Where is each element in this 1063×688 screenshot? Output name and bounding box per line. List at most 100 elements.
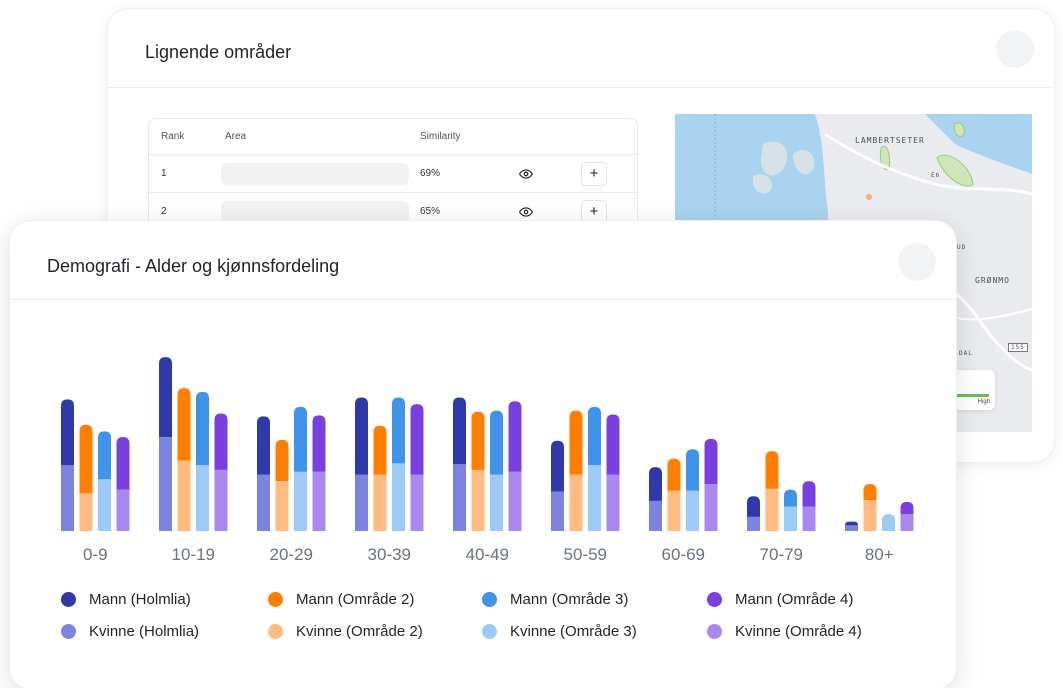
- bar-80+-kvinne-område-4-[interactable]: [900, 514, 914, 531]
- bar-60-69-mann-område-3-[interactable]: [686, 449, 699, 491]
- bar-40-49-mann-område-4-[interactable]: [508, 401, 522, 472]
- bar-10-19-kvinne-holmlia-[interactable]: [159, 437, 172, 531]
- legend-item[interactable]: Kvinne (Område 4): [707, 623, 862, 640]
- similar-areas-header: Lignende områder: [108, 9, 1054, 88]
- bar-40-49-mann-område-2-[interactable]: [471, 411, 485, 470]
- bar-20-29-mann-holmlia-[interactable]: [257, 416, 270, 475]
- bar-60-69-mann-område-2-[interactable]: [667, 458, 681, 491]
- bar-10-19-kvinne-område-2-[interactable]: [177, 460, 191, 532]
- legend-dot-icon: [268, 592, 283, 607]
- bar-30-39-mann-område-2-[interactable]: [373, 425, 387, 475]
- bar-40-49-kvinne-område-3-[interactable]: [490, 474, 503, 531]
- legend-label: Mann (Område 2): [296, 591, 415, 608]
- bar-50-59-mann-område-2-[interactable]: [569, 410, 583, 475]
- bar-50-59-kvinne-område-2-[interactable]: [569, 474, 583, 531]
- legend-item[interactable]: Mann (Område 2): [268, 591, 414, 608]
- bar-0-9-mann-område-2-[interactable]: [79, 424, 93, 494]
- bar-40-49-kvinne-holmlia-[interactable]: [453, 464, 466, 531]
- bar-80+-mann-holmlia-[interactable]: [845, 521, 858, 526]
- bar-30-39-kvinne-område-3-[interactable]: [392, 463, 405, 531]
- bar-10-19-mann-område-2-[interactable]: [177, 388, 191, 461]
- bar-10-19-kvinne-område-4-[interactable]: [214, 469, 228, 531]
- bar-10-19-kvinne-område-3-[interactable]: [196, 465, 209, 531]
- legend-label: Kvinne (Holmlia): [89, 623, 200, 640]
- bar-60-69-mann-holmlia-[interactable]: [649, 467, 662, 501]
- bar-60-69-kvinne-holmlia-[interactable]: [649, 500, 662, 531]
- map-label-road-155: 155: [1008, 343, 1028, 352]
- area-placeholder: [221, 201, 409, 223]
- age-gender-bar-chart: 0-9 10-19 20-29 30-39 40-49 50-59 60-69 70-79 80…: [61, 357, 914, 564]
- bar-70-79-mann-område-2-[interactable]: [765, 451, 779, 489]
- bar-30-39-mann-holmlia-[interactable]: [355, 397, 368, 475]
- bar-0-9-mann-holmlia-[interactable]: [61, 399, 74, 466]
- bar-0-9-kvinne-område-2-[interactable]: [79, 493, 93, 531]
- bar-80+-kvinne-område-3-[interactable]: [882, 514, 895, 531]
- bar-70-79-kvinne-område-2-[interactable]: [765, 488, 779, 531]
- bar-0-9-kvinne-område-3-[interactable]: [98, 479, 111, 531]
- legend-dot-icon: [707, 592, 722, 607]
- bar-50-59-kvinne-holmlia-[interactable]: [551, 491, 564, 531]
- legend-item[interactable]: Kvinne (Område 3): [482, 623, 637, 640]
- bar-50-59-mann-holmlia-[interactable]: [551, 440, 564, 492]
- similar-areas-menu-button[interactable]: [996, 30, 1034, 68]
- bar-80+-mann-område-4-[interactable]: [900, 501, 914, 515]
- bar-80+-kvinne-holmlia-[interactable]: [845, 525, 858, 531]
- bar-30-39-kvinne-område-2-[interactable]: [373, 474, 387, 531]
- bar-70-79-kvinne-holmlia-[interactable]: [747, 516, 760, 531]
- bar-50-59-mann-område-4-[interactable]: [606, 414, 620, 475]
- bar-30-39-kvinne-holmlia-[interactable]: [355, 474, 368, 531]
- row-similarity: 69%: [420, 168, 441, 179]
- bar-80+-mann-område-2-[interactable]: [863, 484, 877, 500]
- bar-0-9-mann-område-4-[interactable]: [116, 437, 130, 490]
- bar-60-69-kvinne-område-4-[interactable]: [704, 484, 718, 531]
- bar-40-49-kvinne-område-2-[interactable]: [471, 469, 485, 531]
- bar-20-29-kvinne-område-4-[interactable]: [312, 471, 326, 531]
- bar-40-49-mann-holmlia-[interactable]: [453, 397, 466, 465]
- bar-0-9-kvinne-område-4-[interactable]: [116, 489, 130, 531]
- legend-item[interactable]: Mann (Område 3): [482, 591, 628, 608]
- bar-50-59-kvinne-område-3-[interactable]: [588, 465, 601, 531]
- eye-icon[interactable]: [519, 167, 533, 181]
- legend-item[interactable]: Kvinne (Område 2): [268, 623, 423, 640]
- map-label-ud: UD: [957, 244, 967, 251]
- legend-item[interactable]: Mann (Område 4): [707, 591, 853, 608]
- bar-30-39-kvinne-område-4-[interactable]: [410, 474, 424, 531]
- bar-70-79-kvinne-område-4-[interactable]: [802, 506, 816, 531]
- bar-50-59-mann-område-3-[interactable]: [588, 406, 601, 466]
- bar-70-79-mann-område-4-[interactable]: [802, 481, 816, 507]
- bar-0-9-kvinne-holmlia-[interactable]: [61, 465, 74, 531]
- bar-70-79-kvinne-område-3-[interactable]: [784, 506, 797, 531]
- bar-60-69-mann-område-4-[interactable]: [704, 438, 718, 484]
- bar-30-39-mann-område-3-[interactable]: [392, 397, 405, 464]
- bar-10-19-mann-holmlia-[interactable]: [159, 357, 172, 437]
- bar-80+-kvinne-område-2-[interactable]: [863, 499, 877, 531]
- bar-70-79-mann-område-3-[interactable]: [784, 489, 797, 507]
- demographics-menu-button[interactable]: [898, 243, 936, 281]
- bar-10-19-mann-område-3-[interactable]: [196, 391, 209, 466]
- bar-20-29-kvinne-område-3-[interactable]: [294, 471, 307, 531]
- bar-40-49-mann-område-3-[interactable]: [490, 410, 503, 475]
- x-tick-label: 20-29: [270, 545, 313, 564]
- bar-20-29-mann-område-2-[interactable]: [275, 439, 289, 482]
- bar-20-29-kvinne-holmlia-[interactable]: [257, 474, 270, 531]
- eye-icon[interactable]: [519, 205, 533, 219]
- bar-40-49-kvinne-område-4-[interactable]: [508, 471, 522, 531]
- legend-item[interactable]: Kvinne (Holmlia): [61, 623, 199, 640]
- bar-50-59-kvinne-område-4-[interactable]: [606, 474, 620, 531]
- bar-10-19-mann-område-4-[interactable]: [214, 413, 228, 470]
- row-rank: 1: [161, 168, 167, 179]
- bar-60-69-kvinne-område-2-[interactable]: [667, 490, 681, 531]
- bar-60-69-kvinne-område-3-[interactable]: [686, 490, 699, 531]
- table-row: 1 69% +: [149, 155, 637, 193]
- bar-0-9-mann-område-3-[interactable]: [98, 431, 111, 480]
- map-legend-bar: [951, 394, 989, 397]
- row-similarity: 65%: [420, 206, 441, 217]
- bar-20-29-kvinne-område-2-[interactable]: [275, 481, 289, 531]
- legend-item[interactable]: Mann (Holmlia): [61, 591, 191, 608]
- add-area-button[interactable]: +: [581, 162, 607, 186]
- bar-30-39-mann-område-4-[interactable]: [410, 404, 424, 475]
- bar-70-79-mann-holmlia-[interactable]: [747, 496, 760, 517]
- bar-20-29-mann-område-3-[interactable]: [294, 406, 307, 472]
- legend-label: Mann (Holmlia): [89, 591, 191, 608]
- bar-20-29-mann-område-4-[interactable]: [312, 415, 326, 472]
